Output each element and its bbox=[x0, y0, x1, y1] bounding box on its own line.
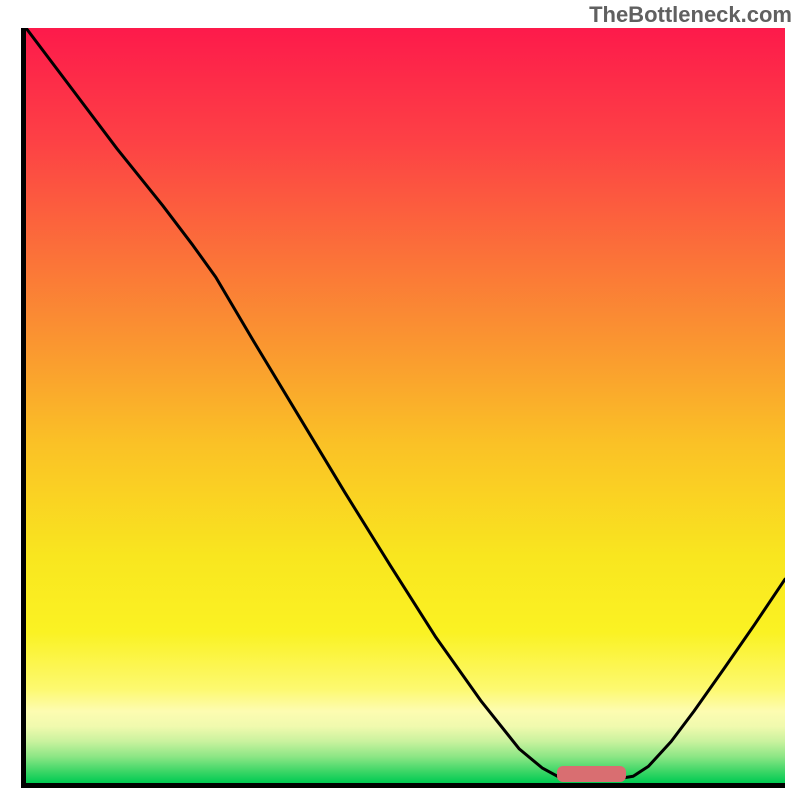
bottleneck-curve bbox=[26, 28, 785, 780]
x-axis-line bbox=[21, 783, 785, 788]
curve-layer bbox=[26, 28, 785, 783]
plot-area bbox=[26, 28, 785, 783]
chart-container: TheBottleneck.com bbox=[0, 0, 800, 800]
optimum-marker bbox=[557, 766, 625, 783]
watermark-text: TheBottleneck.com bbox=[589, 2, 792, 28]
y-axis-line bbox=[21, 28, 26, 788]
